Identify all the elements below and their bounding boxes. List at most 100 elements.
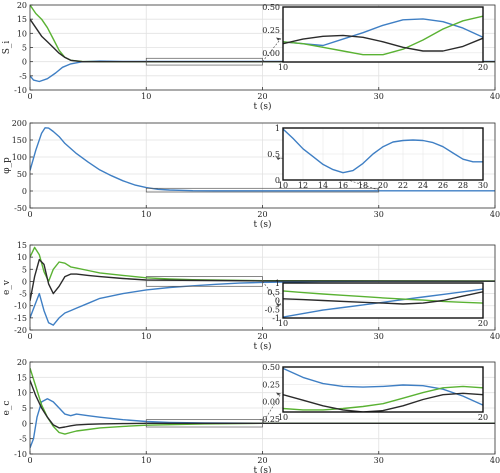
series-line-blue xyxy=(30,127,495,192)
y-tick-label: 200 xyxy=(12,119,27,128)
inset-y-tick-label: 0.50 xyxy=(262,363,280,372)
x-tick-label: 40 xyxy=(490,456,500,465)
inset-y-tick-label: 0.25 xyxy=(262,26,280,35)
inset-x-tick-label: 22 xyxy=(398,181,408,190)
y-tick-label: 0 xyxy=(22,187,27,196)
zoom-arrow xyxy=(262,38,282,62)
inset-chart: 10 20 0.00 0.25 0.50 xyxy=(262,3,488,72)
inset-series-line-black xyxy=(283,291,483,305)
inset-y-tick-label: 0.00 xyxy=(262,398,280,407)
x-tick-label: 10 xyxy=(141,332,151,341)
x-tick-label: 10 xyxy=(141,210,151,219)
inset-x-tick-label: 10 xyxy=(278,63,288,72)
x-tick-label: 30 xyxy=(374,456,384,465)
inset-chart: 10 20 -1-0.500.51 xyxy=(265,279,489,328)
inset-series-line-blue xyxy=(283,18,483,47)
y-tick-label: -10 xyxy=(14,302,27,311)
inset-x-tick-label: 12 xyxy=(298,181,308,190)
inset-x-tick-label: 20 xyxy=(478,63,488,72)
inset-background xyxy=(283,7,483,62)
zoom-arrow xyxy=(262,393,282,424)
x-tick-label: 0 xyxy=(27,92,32,101)
y-tick-label: 10 xyxy=(17,29,27,38)
inset-y-tick-label: -1 xyxy=(272,314,280,323)
y-tick-label: 10 xyxy=(17,253,27,262)
inset-x-tick-label: 14 xyxy=(318,181,328,190)
x-tick-label: 40 xyxy=(490,92,500,101)
x-tick-label: 30 xyxy=(374,332,384,341)
x-tick-label: 20 xyxy=(257,210,267,219)
y-tick-label: 15 xyxy=(17,241,27,250)
inset-y-tick-label: -0.25 xyxy=(259,415,280,424)
inset-series-line-black xyxy=(283,34,483,52)
inset-x-tick-label: 20 xyxy=(478,413,488,422)
y-axis-label: e_v xyxy=(2,279,12,295)
y-tick-label: 10 xyxy=(17,389,27,398)
y-tick-label: -10 xyxy=(14,450,27,459)
series-line-green xyxy=(30,246,495,283)
y-tick-label: 5 xyxy=(22,44,27,53)
y-axis-label: S_i xyxy=(2,41,12,55)
series-line-black xyxy=(30,258,495,302)
x-tick-label: 30 xyxy=(374,210,384,219)
inset-y-tick-label: 0 xyxy=(275,297,280,306)
x-tick-label: 40 xyxy=(490,210,500,219)
zoom-arrow-head xyxy=(276,392,281,396)
inset-x-tick-label: 30 xyxy=(478,181,488,190)
y-tick-label: 0 xyxy=(22,277,27,286)
inset-frame xyxy=(282,127,484,181)
y-tick-label: -5 xyxy=(19,290,27,299)
inset-x-tick-label: 26 xyxy=(438,181,448,190)
inset-y-tick-label: 0.00 xyxy=(262,49,280,58)
inset-frame xyxy=(282,366,484,413)
x-tick-label: 10 xyxy=(141,456,151,465)
inset-y-tick-label: 0.25 xyxy=(262,380,280,389)
inset-y-tick-label: 1 xyxy=(275,124,280,133)
zoom-arrow xyxy=(262,281,282,305)
inset-background xyxy=(283,367,483,412)
x-tick-label: 30 xyxy=(374,92,384,101)
y-tick-label: -5 xyxy=(19,72,27,81)
y-axis-label: φ_p xyxy=(2,157,12,174)
y-axis-label: e_c xyxy=(2,401,12,416)
inset-x-tick-label: 28 xyxy=(458,181,468,190)
y-tick-label: 150 xyxy=(12,136,27,145)
zoom-arrow-head xyxy=(276,157,281,160)
inset-series-line-green xyxy=(283,290,483,304)
y-tick-label: 5 xyxy=(22,265,27,274)
y-tick-label: 15 xyxy=(17,15,27,24)
inset-x-tick-label: 24 xyxy=(418,181,428,190)
inset-chart: 10 12 14 16 18 20 22 24 26 28 30 0 0.5 1 xyxy=(267,124,488,190)
inset-y-tick-label: -0.5 xyxy=(265,305,280,314)
y-tick-label: -50 xyxy=(14,204,27,213)
x-tick-label: 20 xyxy=(257,332,267,341)
x-tick-label: 0 xyxy=(27,332,32,341)
inset-chart: 10 20 -0.25 0.00 0.25 0.50 xyxy=(259,363,488,424)
inset-frame xyxy=(282,282,484,319)
x-tick-label: 40 xyxy=(490,332,500,341)
inset-series-line-green xyxy=(283,15,483,56)
y-tick-label: -15 xyxy=(14,314,27,323)
inset-x-tick-label: 10 xyxy=(278,319,288,328)
y-tick-label: 100 xyxy=(12,153,27,162)
inset-series-line-green xyxy=(283,385,483,411)
inset-y-tick-label: 0 xyxy=(275,176,280,185)
x-axis-label: t (s) xyxy=(253,465,271,473)
x-axis-label: t (s) xyxy=(253,219,271,230)
x-tick-label: 20 xyxy=(257,92,267,101)
series-line-black xyxy=(30,380,495,429)
y-tick-label: 5 xyxy=(22,404,27,413)
y-tick-label: 0 xyxy=(22,419,27,428)
inset-y-tick-label: 0.5 xyxy=(267,288,280,297)
y-tick-label: 20 xyxy=(17,1,27,10)
x-tick-label: 10 xyxy=(141,92,151,101)
x-axis-label: t (s) xyxy=(253,341,271,352)
inset-x-tick-label: 20 xyxy=(478,319,488,328)
x-axis-label: t (s) xyxy=(253,101,271,112)
inset-y-tick-label: 0.5 xyxy=(267,150,280,159)
inset-series-line-blue xyxy=(283,367,483,406)
